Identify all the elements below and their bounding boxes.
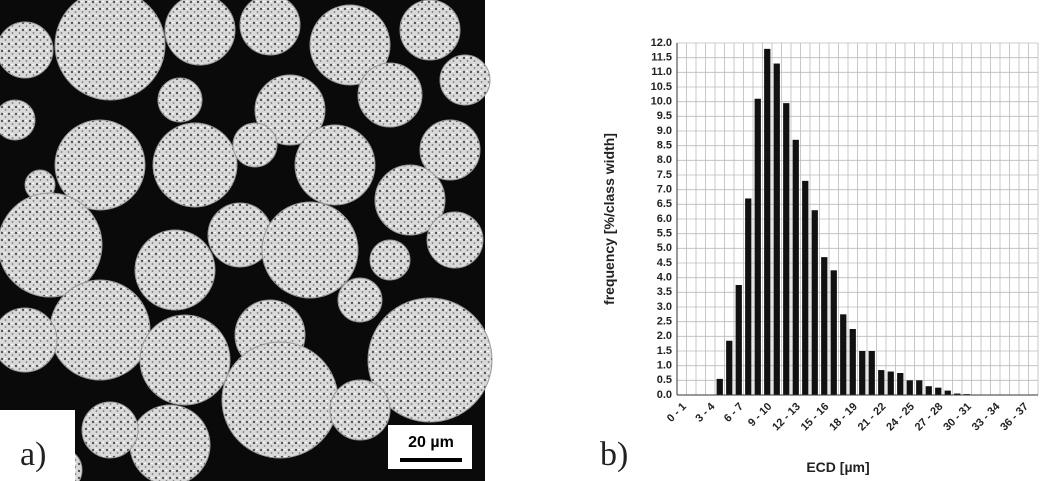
x-tick-label: 12 - 13 [770, 401, 803, 434]
y-tick-label: 5.0 [657, 242, 672, 254]
x-tick-label: 6 - 7 [722, 401, 746, 425]
y-tick-label: 0.5 [657, 374, 672, 386]
y-tick-label: 11.0 [651, 66, 672, 78]
figure: a) 20 µm b) ECD [µm] frequency [%/class … [0, 0, 1044, 481]
bar [869, 351, 875, 395]
y-tick-label: 8.5 [657, 140, 672, 152]
bar [821, 257, 827, 395]
bar [945, 391, 951, 395]
y-tick-label: 6.5 [657, 198, 672, 210]
bar [907, 380, 913, 395]
y-tick-label: 0.0 [657, 389, 672, 401]
bar [764, 49, 770, 395]
y-tick-label: 5.5 [657, 228, 672, 240]
bar [840, 314, 846, 395]
x-tick-label: 27 - 28 [913, 401, 946, 434]
y-tick-label: 9.0 [657, 125, 672, 137]
x-tick-label: 36 - 37 [998, 401, 1031, 434]
y-tick-label: 11.5 [651, 52, 672, 64]
bar [802, 181, 808, 395]
bar [831, 270, 837, 395]
bar [850, 329, 856, 395]
x-tick-label: 24 - 25 [884, 401, 917, 434]
bar [878, 370, 884, 395]
bar [812, 210, 818, 395]
x-tick-label: 0 - 1 [665, 401, 689, 425]
bar [774, 64, 780, 395]
scale-bar-label: 20 µm [408, 434, 454, 451]
y-tick-label: 4.5 [657, 257, 672, 269]
bar [935, 388, 941, 395]
x-axis-title: ECD [µm] [806, 459, 869, 475]
y-axis-title: frequency [%/class width] [601, 133, 617, 305]
y-tick-label: 10.5 [651, 81, 672, 93]
y-tick-label: 2.0 [657, 330, 672, 342]
bar [745, 198, 751, 395]
y-tick-label: 1.5 [657, 345, 672, 357]
y-tick-label: 6.0 [657, 213, 672, 225]
y-tick-label: 10.0 [651, 96, 672, 108]
y-tick-label: 4.0 [657, 272, 672, 284]
bar [736, 285, 742, 395]
y-tick-label: 7.5 [657, 169, 672, 181]
y-tick-label: 2.5 [657, 316, 672, 328]
bar [755, 99, 761, 395]
bar [726, 341, 732, 395]
x-tick-label: 15 - 16 [799, 401, 832, 434]
y-tick-label: 9.5 [657, 110, 672, 122]
panel-label: a) [20, 436, 46, 473]
x-tick-label: 18 - 19 [827, 401, 860, 434]
bar [897, 373, 903, 395]
x-tick-label: 21 - 22 [856, 401, 889, 434]
x-tick-label: 33 - 34 [970, 400, 1003, 433]
bar [859, 351, 865, 395]
sem-image [0, 0, 492, 481]
bar [717, 379, 723, 395]
bar [916, 380, 922, 395]
x-tick-label: 30 - 31 [941, 401, 974, 434]
y-tick-label: 12.0 [651, 37, 672, 49]
y-tick-label: 7.0 [657, 184, 672, 196]
y-tick-label: 1.0 [657, 360, 672, 372]
bar [926, 386, 932, 395]
x-tick-label: 3 - 4 [693, 400, 718, 425]
y-tick-label: 3.5 [657, 286, 672, 298]
bar [793, 140, 799, 395]
y-tick-label: 3.0 [657, 301, 672, 313]
y-tick-label: 8.0 [657, 154, 672, 166]
bar [888, 372, 894, 395]
panel-label: b) [600, 436, 628, 473]
bar [783, 103, 789, 395]
